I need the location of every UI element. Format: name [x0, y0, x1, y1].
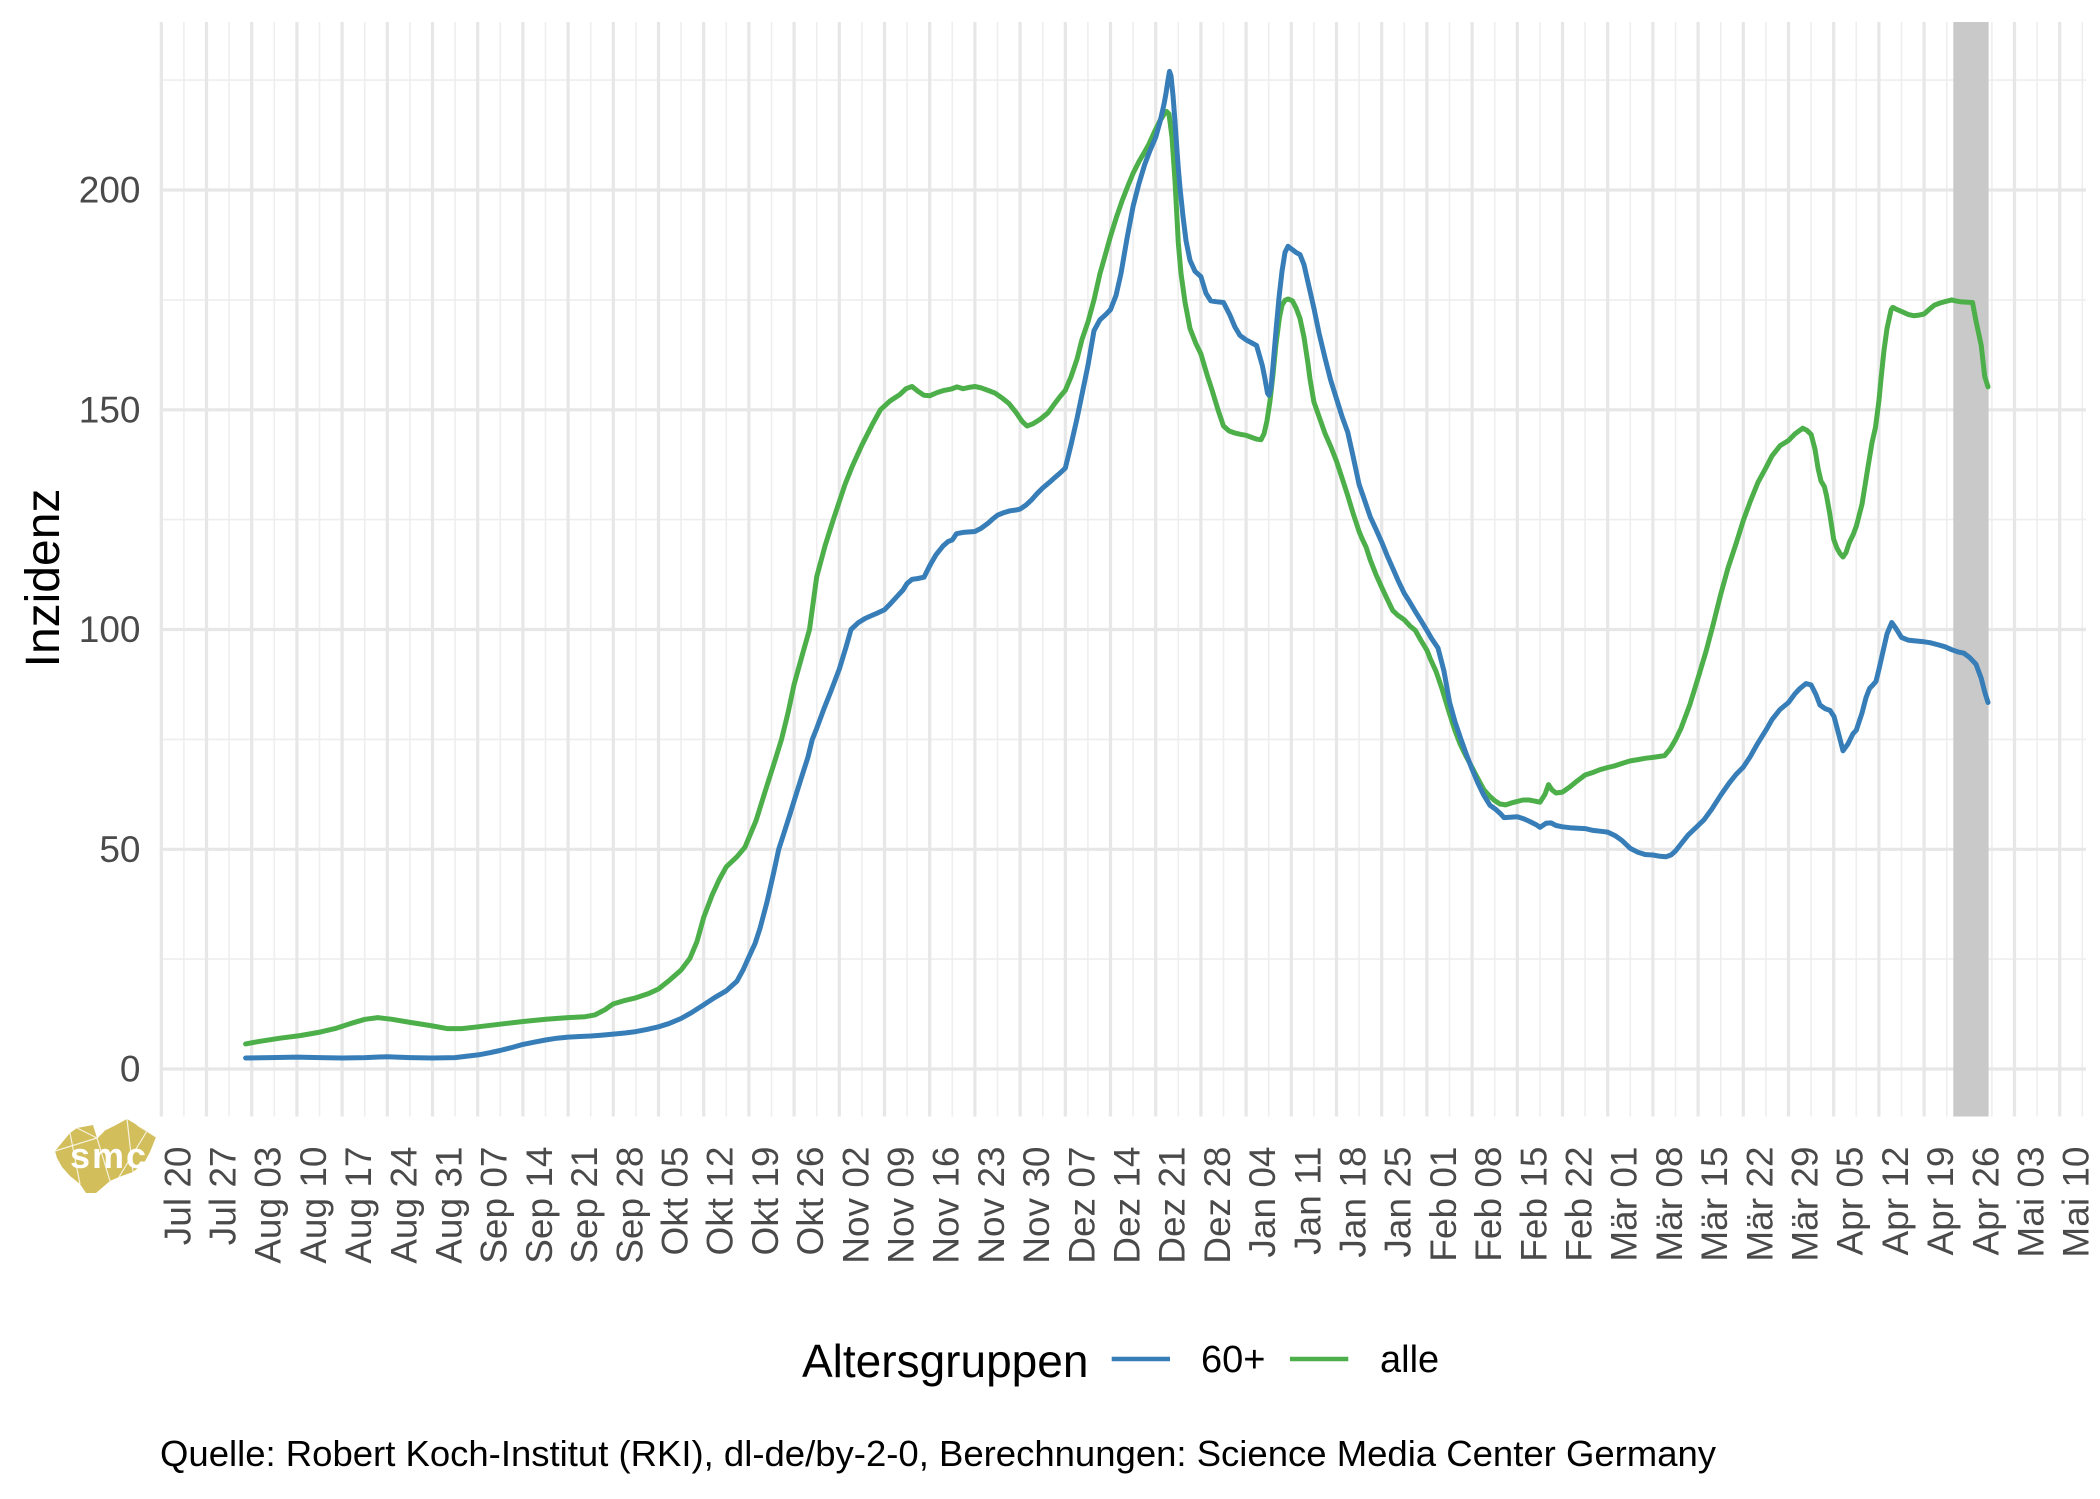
- svg-text:Altersgruppen: Altersgruppen: [802, 1335, 1088, 1387]
- svg-text:Inzidenz: Inzidenz: [17, 489, 70, 668]
- svg-text:Apr 12: Apr 12: [1875, 1147, 1916, 1256]
- svg-text:Jan 11: Jan 11: [1287, 1147, 1328, 1255]
- svg-text:Feb 01: Feb 01: [1423, 1147, 1464, 1262]
- svg-text:Jul 27: Jul 27: [203, 1147, 244, 1246]
- svg-text:Aug 24: Aug 24: [383, 1147, 424, 1264]
- svg-text:150: 150: [79, 389, 141, 430]
- svg-text:Mär 08: Mär 08: [1649, 1147, 1690, 1262]
- svg-text:Nov 09: Nov 09: [881, 1147, 922, 1264]
- svg-text:Mai 03: Mai 03: [2011, 1147, 2052, 1258]
- svg-text:Aug 03: Aug 03: [248, 1147, 289, 1264]
- svg-text:Jan 18: Jan 18: [1333, 1147, 1374, 1258]
- svg-text:60+: 60+: [1201, 1339, 1265, 1381]
- svg-text:Mär 15: Mär 15: [1694, 1147, 1735, 1262]
- svg-text:Aug 10: Aug 10: [293, 1147, 334, 1264]
- svg-text:Nov 30: Nov 30: [1016, 1147, 1057, 1264]
- svg-text:Mär 01: Mär 01: [1604, 1147, 1645, 1262]
- svg-text:Apr 05: Apr 05: [1830, 1147, 1871, 1256]
- svg-text:Quelle: Robert Koch-Institut (: Quelle: Robert Koch-Institut (RKI), dl-d…: [160, 1433, 1717, 1474]
- svg-text:Jul 20: Jul 20: [157, 1147, 198, 1246]
- svg-text:Dez 14: Dez 14: [1107, 1147, 1148, 1264]
- svg-text:0: 0: [120, 1049, 141, 1090]
- svg-text:Dez 21: Dez 21: [1152, 1147, 1193, 1264]
- svg-text:Feb 08: Feb 08: [1468, 1147, 1509, 1262]
- svg-text:Sep 21: Sep 21: [564, 1147, 605, 1264]
- svg-text:smc: smc: [70, 1135, 148, 1176]
- svg-text:50: 50: [99, 829, 140, 870]
- svg-text:Okt 26: Okt 26: [790, 1147, 831, 1256]
- svg-text:Apr 19: Apr 19: [1920, 1147, 1961, 1256]
- svg-text:Nov 16: Nov 16: [926, 1147, 967, 1264]
- svg-text:Jan 04: Jan 04: [1242, 1147, 1283, 1258]
- svg-text:Dez 28: Dez 28: [1197, 1147, 1238, 1264]
- svg-text:Feb 15: Feb 15: [1513, 1147, 1554, 1262]
- svg-text:Okt 05: Okt 05: [655, 1147, 696, 1256]
- svg-text:Nov 23: Nov 23: [971, 1147, 1012, 1264]
- svg-text:Aug 31: Aug 31: [429, 1147, 470, 1264]
- svg-text:Sep 14: Sep 14: [519, 1147, 560, 1264]
- svg-text:200: 200: [79, 170, 141, 211]
- svg-text:Aug 17: Aug 17: [338, 1147, 379, 1264]
- svg-text:Jan 25: Jan 25: [1378, 1147, 1419, 1258]
- svg-text:Mär 29: Mär 29: [1785, 1147, 1826, 1262]
- svg-text:Sep 28: Sep 28: [609, 1147, 650, 1264]
- svg-text:100: 100: [79, 609, 141, 650]
- svg-text:Mär 22: Mär 22: [1739, 1147, 1780, 1262]
- svg-text:Okt 19: Okt 19: [745, 1147, 786, 1256]
- svg-text:alle: alle: [1380, 1339, 1439, 1381]
- svg-text:Dez 07: Dez 07: [1061, 1147, 1102, 1264]
- svg-text:Apr 26: Apr 26: [1965, 1147, 2006, 1256]
- svg-text:Okt 12: Okt 12: [700, 1147, 741, 1256]
- svg-text:Nov 02: Nov 02: [835, 1147, 876, 1264]
- svg-text:Sep 07: Sep 07: [474, 1147, 515, 1264]
- svg-text:Mai 10: Mai 10: [2056, 1147, 2097, 1258]
- svg-text:Feb 22: Feb 22: [1559, 1147, 1600, 1262]
